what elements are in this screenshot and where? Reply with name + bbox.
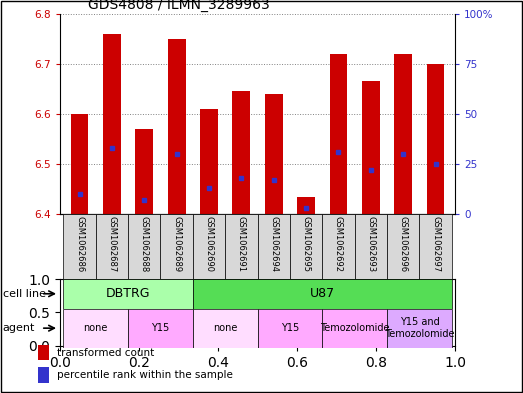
Bar xyxy=(63,309,128,348)
Text: GSM1062697: GSM1062697 xyxy=(431,216,440,272)
Bar xyxy=(257,309,322,348)
Text: GSM1062687: GSM1062687 xyxy=(107,216,117,272)
Bar xyxy=(161,214,193,279)
Bar xyxy=(128,309,193,348)
Text: none: none xyxy=(213,323,237,333)
Bar xyxy=(193,279,452,309)
Bar xyxy=(128,214,161,279)
Text: GSM1062693: GSM1062693 xyxy=(366,216,376,272)
Bar xyxy=(394,54,412,214)
Bar xyxy=(38,367,49,383)
Text: percentile rank within the sample: percentile rank within the sample xyxy=(57,370,233,380)
Text: GSM1062691: GSM1062691 xyxy=(237,216,246,272)
Text: agent: agent xyxy=(3,323,35,333)
Bar xyxy=(103,34,121,214)
Bar xyxy=(329,54,347,214)
Bar xyxy=(387,214,419,279)
Bar xyxy=(355,214,387,279)
Bar xyxy=(322,309,387,348)
Text: GSM1062690: GSM1062690 xyxy=(204,216,213,272)
Bar xyxy=(193,309,257,348)
Bar xyxy=(225,214,258,279)
Text: GSM1062689: GSM1062689 xyxy=(172,216,181,272)
Bar xyxy=(362,81,380,214)
Text: Temozolomide: Temozolomide xyxy=(320,323,390,333)
Bar xyxy=(63,279,193,309)
Text: GSM1062695: GSM1062695 xyxy=(302,216,311,272)
Text: GSM1062686: GSM1062686 xyxy=(75,216,84,272)
Bar xyxy=(63,214,96,279)
Text: GSM1062688: GSM1062688 xyxy=(140,216,149,272)
Bar xyxy=(233,92,251,214)
Text: Y15: Y15 xyxy=(281,323,299,333)
Text: GSM1062692: GSM1062692 xyxy=(334,216,343,272)
Bar xyxy=(71,114,88,214)
Text: DBTRG: DBTRG xyxy=(106,287,151,300)
Bar xyxy=(419,214,452,279)
Bar xyxy=(297,196,315,214)
Text: U87: U87 xyxy=(310,287,335,300)
Bar xyxy=(290,214,322,279)
Bar xyxy=(96,214,128,279)
Text: GSM1062694: GSM1062694 xyxy=(269,216,278,272)
Text: GSM1062696: GSM1062696 xyxy=(399,216,408,272)
Text: transformed count: transformed count xyxy=(57,347,154,358)
Bar xyxy=(38,345,49,360)
Text: none: none xyxy=(84,323,108,333)
Bar xyxy=(193,214,225,279)
Bar xyxy=(322,214,355,279)
Bar xyxy=(135,129,153,214)
Bar xyxy=(427,64,445,214)
Bar xyxy=(200,109,218,214)
Text: Y15: Y15 xyxy=(151,323,169,333)
Text: cell line: cell line xyxy=(3,289,46,299)
Text: GDS4808 / ILMN_3289963: GDS4808 / ILMN_3289963 xyxy=(88,0,269,12)
Bar xyxy=(387,309,452,348)
Bar xyxy=(265,94,282,214)
Bar xyxy=(168,39,186,214)
Bar xyxy=(257,214,290,279)
Text: Y15 and
Temozolomide: Y15 and Temozolomide xyxy=(384,318,454,339)
